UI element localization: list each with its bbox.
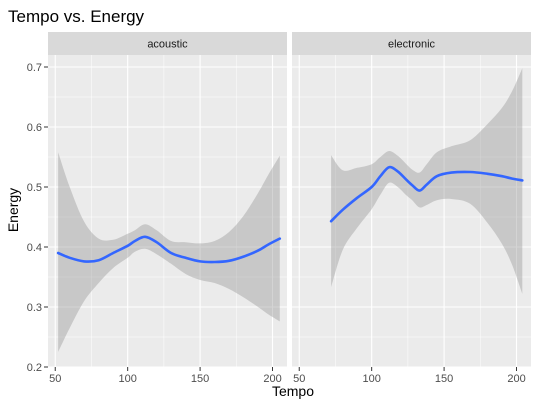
x-axis-title: Tempo: [272, 383, 314, 399]
x-tick-label: 150: [191, 373, 209, 385]
y-tick-label: 0.5: [27, 182, 42, 194]
panel-background: [48, 55, 287, 367]
y-tick-label: 0.7: [27, 62, 42, 74]
facet-panel-acoustic: acoustic: [48, 32, 287, 368]
facet-strip-label: acoustic: [147, 39, 188, 51]
y-axis: 0.2 0.3 0.4 0.5 0.6 0.7: [27, 62, 48, 374]
x-tick-label: 200: [263, 373, 281, 385]
facet-strip-label: electronic: [388, 39, 436, 51]
x-tick-label: 50: [293, 373, 305, 385]
confidence-ribbon: [331, 68, 523, 294]
x-tick-label: 150: [435, 373, 453, 385]
x-tick-label: 100: [118, 373, 136, 385]
chart-title: Tempo vs. Energy: [8, 7, 145, 26]
y-tick-label: 0.2: [27, 362, 42, 374]
smooth-line: [329, 165, 524, 223]
facet-strip: [292, 32, 531, 55]
y-tick-label: 0.3: [27, 302, 42, 314]
x-axis: 50 100 150 200 50 100 150 200: [49, 367, 526, 385]
y-tick-label: 0.6: [27, 122, 42, 134]
x-tick-label: 50: [49, 373, 61, 385]
facet-panel-electronic: electronic: [292, 32, 531, 368]
panel-background: [292, 55, 531, 367]
y-axis-title: Energy: [5, 188, 21, 232]
facet-strip: [48, 32, 287, 55]
y-tick-label: 0.4: [27, 242, 42, 254]
smooth-line: [56, 235, 282, 264]
x-tick-label: 100: [362, 373, 380, 385]
x-tick-label: 200: [507, 373, 525, 385]
facet-panels: acoustic electronic: [48, 32, 531, 368]
